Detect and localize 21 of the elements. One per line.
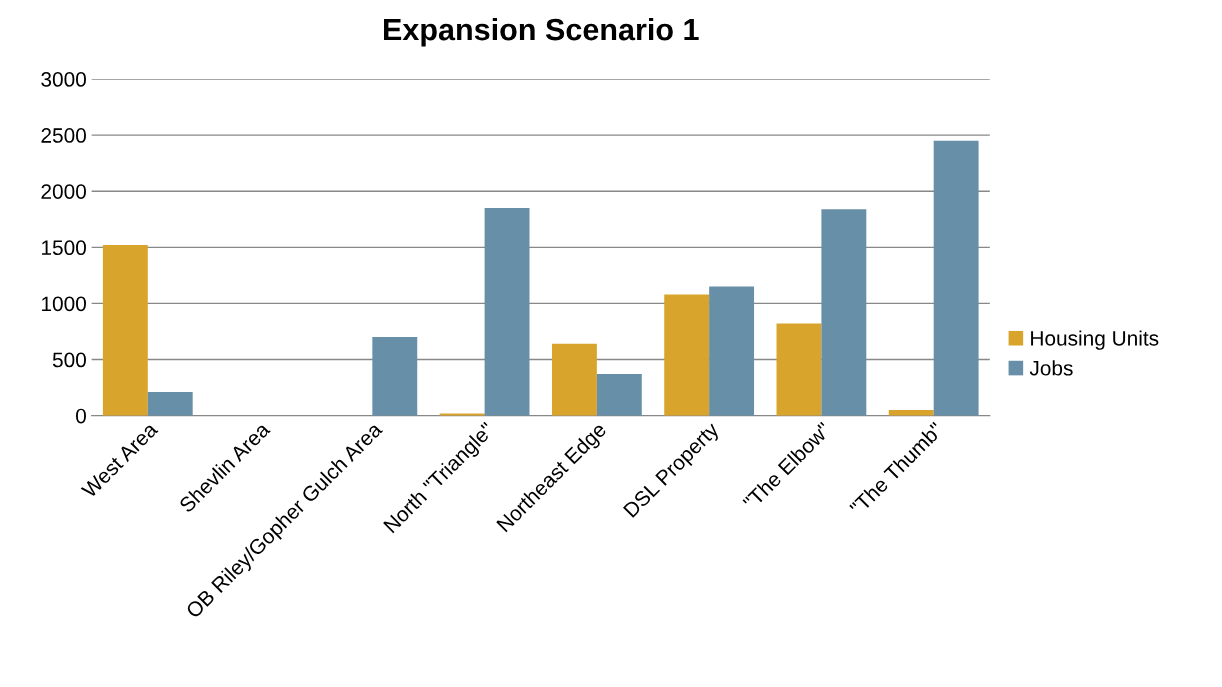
bar — [484, 208, 530, 416]
bar — [709, 286, 755, 416]
bar — [821, 209, 867, 416]
bar — [664, 294, 710, 416]
bar — [933, 140, 979, 416]
y-tick-label: 0 — [76, 408, 86, 424]
y-tick-label: 500 — [52, 352, 86, 368]
bar — [147, 392, 193, 416]
legend-label: Housing Units — [1031, 330, 1159, 350]
bar — [102, 245, 148, 416]
legend-label: Jobs — [1029, 360, 1073, 376]
bar — [551, 343, 597, 416]
y-tick-label: 1500 — [42, 240, 86, 256]
bar — [372, 337, 418, 416]
bar — [776, 323, 822, 416]
y-tick-label: 3000 — [41, 72, 86, 87]
bar — [596, 374, 642, 416]
chart-title: Expansion Scenario 1 — [384, 17, 699, 47]
y-tick-label: 2000 — [41, 184, 86, 199]
y-tick-label: 1000 — [42, 296, 86, 312]
y-tick-label: 2500 — [41, 128, 86, 143]
